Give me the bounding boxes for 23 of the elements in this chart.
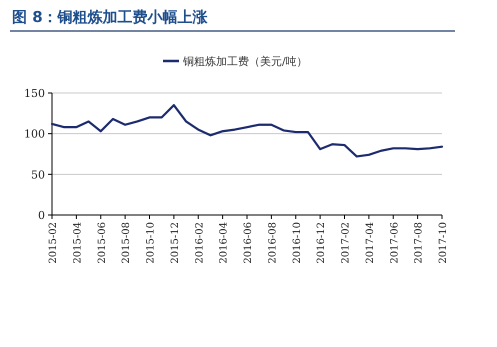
x-tick-label: 2015-06 — [96, 222, 108, 264]
x-tick-label: 2016-04 — [218, 222, 230, 264]
x-tick-label: 2017-06 — [389, 222, 400, 264]
x-tick-label: 2017-02 — [340, 222, 352, 264]
x-tick-label: 2016-06 — [243, 222, 254, 264]
x-tick-label: 2017-08 — [414, 222, 425, 264]
x-tick-label: 2015-02 — [48, 222, 59, 264]
y-tick-label: 50 — [31, 168, 45, 182]
x-tick-label: 2016-12 — [316, 222, 328, 264]
y-tick-label: 150 — [24, 87, 45, 100]
x-tick-label: 2015-10 — [146, 222, 156, 264]
x-tick-label: 2017-10 — [438, 222, 449, 264]
x-tick-label: 2015-08 — [121, 222, 132, 264]
x-tick-label: 2016-08 — [267, 222, 278, 264]
x-tick-label: 2017-04 — [364, 222, 376, 264]
title: 图 8：铜粗炼加工费小幅上涨 — [12, 8, 208, 26]
x-tick-label: 2015-12 — [170, 222, 181, 264]
y-tick-label: 0 — [38, 209, 45, 222]
y-tick-label: 100 — [24, 128, 45, 141]
legend-label: 铜粗炼加工费（美元/吨） — [182, 55, 308, 68]
x-tick-label: 2016-02 — [194, 222, 206, 264]
x-tick-label: 2015-04 — [72, 222, 84, 264]
x-tick-label: 2016-10 — [292, 222, 303, 264]
